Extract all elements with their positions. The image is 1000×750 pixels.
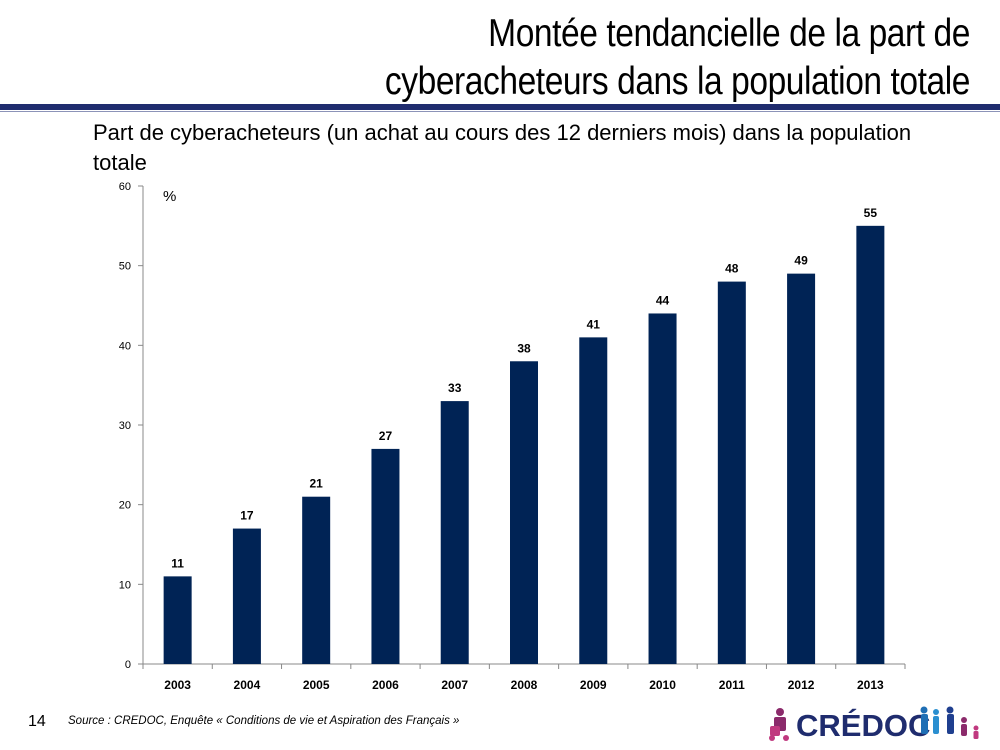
bar-value-label: 17 <box>240 509 254 523</box>
y-tick-label: 40 <box>119 340 131 352</box>
bar <box>856 225 885 665</box>
bar-value-label: 38 <box>517 341 531 355</box>
bar <box>232 528 261 664</box>
slide-title-line-1: Montée tendancielle de la part de <box>488 12 970 55</box>
bar-value-label: 55 <box>864 206 878 220</box>
x-tick-label: 2011 <box>719 678 745 692</box>
x-tick-label: 2013 <box>857 678 884 692</box>
bar <box>579 337 608 664</box>
logo-figures-right-icon <box>920 706 979 739</box>
x-tick-label: 2003 <box>164 678 191 692</box>
x-tick-label: 2005 <box>303 678 330 692</box>
chart-title: Part de cyberacheteurs (un achat au cour… <box>93 120 912 175</box>
x-tick-label: 2007 <box>441 678 468 692</box>
page-number: 14 <box>28 713 46 730</box>
bar-value-label: 11 <box>171 556 184 570</box>
slide-title-line-2: cyberacheteurs dans la population totale <box>384 60 970 103</box>
x-tick-label: 2012 <box>788 678 815 692</box>
y-tick-label: 30 <box>119 420 131 432</box>
bar <box>440 401 469 664</box>
bar <box>510 361 538 664</box>
x-tick-label: 2008 <box>511 678 538 692</box>
bar <box>787 273 816 664</box>
bar-value-label: 41 <box>587 317 601 331</box>
title-divider <box>0 104 1000 110</box>
y-tick-label: 50 <box>119 261 131 273</box>
x-tick-label: 2006 <box>372 678 399 692</box>
bar <box>648 313 677 664</box>
y-axis-label: % <box>163 188 176 205</box>
bar-value-label: 48 <box>725 262 739 276</box>
logo-wordmark: CRÉDOC <box>796 708 930 743</box>
x-tick-label: 2009 <box>580 678 607 692</box>
logo-figures-left-icon <box>769 708 789 741</box>
bar-value-label: 27 <box>379 429 393 443</box>
bar <box>717 281 746 664</box>
y-tick-label: 60 <box>119 181 131 193</box>
x-tick-label: 2010 <box>649 678 676 692</box>
bar-value-label: 49 <box>794 254 808 268</box>
slide-title: Montée tendancielle de la part de cybera… <box>196 10 970 106</box>
bar-value-label: 33 <box>448 381 462 395</box>
bar-value-label: 21 <box>310 477 324 491</box>
y-tick-label: 0 <box>125 659 131 671</box>
title-divider-thin <box>0 111 1000 112</box>
y-tick-label: 20 <box>119 500 131 512</box>
bar <box>302 496 331 664</box>
x-tick-label: 2004 <box>234 678 261 692</box>
y-tick-label: 10 <box>119 579 131 591</box>
bar <box>163 576 192 664</box>
bar <box>371 448 400 664</box>
credoc-logo: CRÉDOC <box>769 706 979 743</box>
bar-value-label: 44 <box>656 293 670 307</box>
source-note: Source : CREDOC, Enquête « Conditions de… <box>68 715 460 727</box>
